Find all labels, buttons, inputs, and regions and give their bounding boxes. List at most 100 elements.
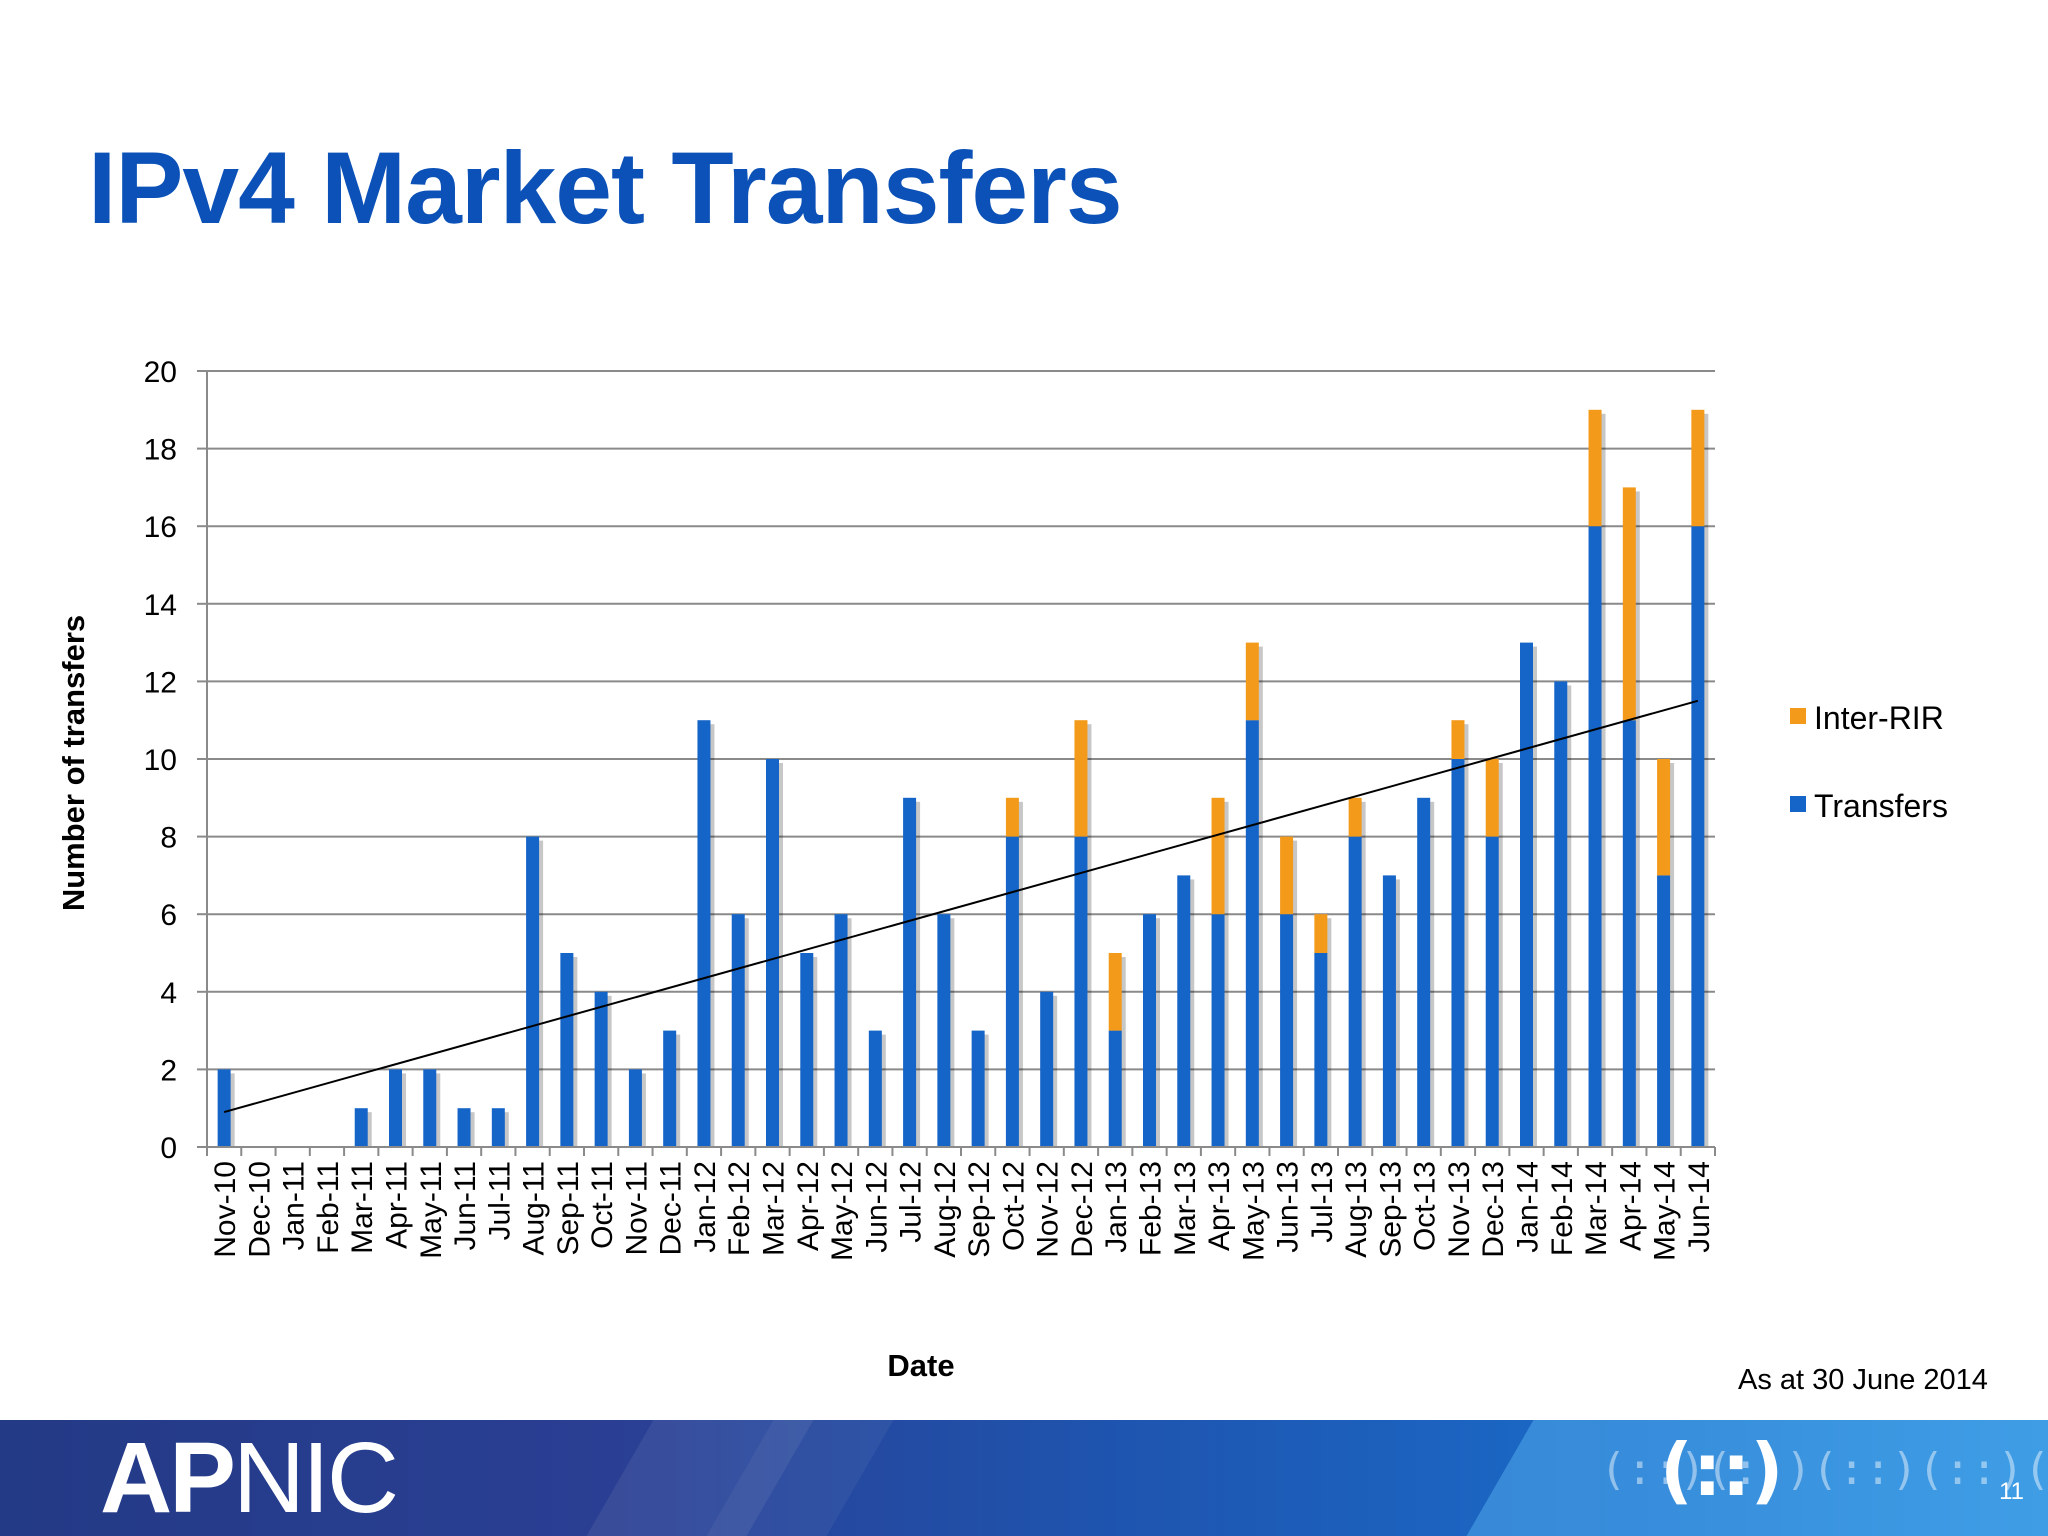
bar-inter-rir-Aug-13 — [1348, 797, 1362, 837]
y-tick-label: 8 — [160, 822, 177, 855]
x-tick-label: Aug-12 — [929, 1161, 962, 1258]
bar-transfers-Apr-12 — [800, 953, 814, 1147]
x-tick-label: Jun-12 — [860, 1161, 893, 1253]
x-tick-label: Jun-14 — [1683, 1161, 1716, 1253]
bar-transfers-Nov-10 — [217, 1069, 231, 1147]
footer-bar: APNIC (::)(::)(::)(::)(::) (::) 11 — [0, 1420, 2048, 1536]
y-tick-label: 6 — [160, 899, 177, 932]
x-tick-label: Apr-12 — [792, 1161, 825, 1251]
bar-transfers-Nov-11 — [628, 1069, 642, 1147]
bar-transfers-May-11 — [423, 1069, 437, 1147]
x-tick-label: Dec-13 — [1477, 1161, 1510, 1258]
legend-swatch — [1790, 796, 1806, 812]
bar-transfers-Feb-12 — [731, 914, 745, 1147]
as-at-note: As at 30 June 2014 — [1738, 1364, 1988, 1396]
x-tick-label: Dec-10 — [243, 1161, 276, 1258]
x-tick-label: Jan-13 — [1100, 1161, 1133, 1253]
legend-swatch — [1790, 708, 1806, 724]
bar-transfers-Jan-14 — [1520, 642, 1533, 1147]
x-tick-label: Jun-13 — [1272, 1161, 1305, 1253]
x-tick-label: Nov-11 — [620, 1161, 653, 1255]
x-tick-label: Jan-11 — [278, 1161, 311, 1251]
bar-inter-rir-Dec-12 — [1074, 720, 1088, 837]
x-tick-label: Mar-11 — [346, 1161, 379, 1254]
bar-transfers-Jun-11 — [457, 1108, 471, 1147]
y-tick-label: 0 — [160, 1132, 177, 1165]
x-tick-label: Jul-11 — [483, 1161, 516, 1240]
y-tick-label: 18 — [144, 434, 177, 467]
x-tick-label: Nov-10 — [209, 1161, 242, 1258]
bar-transfers-Oct-12 — [1005, 836, 1019, 1147]
x-tick-label: Nov-13 — [1443, 1161, 1476, 1258]
bar-transfers-Jun-13 — [1280, 914, 1294, 1147]
x-tick-label: Apr-14 — [1614, 1161, 1647, 1251]
x-tick-label: Jun-11 — [449, 1161, 482, 1251]
bar-transfers-Jul-11 — [491, 1108, 505, 1147]
x-tick-label: Sep-11 — [552, 1161, 585, 1256]
x-tick-label: May-13 — [1237, 1161, 1270, 1261]
bar-inter-rir-Apr-14 — [1622, 487, 1636, 721]
page-number: 11 — [1999, 1478, 2024, 1505]
x-tick-label: Dec-11 — [655, 1161, 688, 1255]
chart-area: 0 2 4 6 8 10 12 14 16 18 20 Nov-10 Dec-10 Jan-11 Feb-1… — [56, 356, 1948, 1383]
bar-transfers-Aug-11 — [526, 836, 540, 1147]
trendline — [223, 699, 1699, 1114]
legend-label: Transfers — [1814, 788, 1948, 824]
bar-transfers-Jan-13 — [1108, 1030, 1122, 1147]
bar-transfers-Mar-14 — [1588, 526, 1602, 1147]
bar-inter-rir-Nov-13 — [1451, 720, 1465, 759]
x-tick-label: Jul-13 — [1306, 1161, 1339, 1243]
bar-transfers-Mar-12 — [766, 759, 779, 1147]
bar-transfers-Apr-13 — [1211, 914, 1225, 1147]
apnic-logo: APNIC — [100, 1422, 399, 1534]
x-tick-label: Apr-11 — [381, 1161, 414, 1249]
bar-transfers-Apr-11 — [389, 1069, 402, 1147]
x-tick-label: Aug-11 — [518, 1161, 551, 1256]
bar-transfers-May-13 — [1245, 720, 1259, 1147]
x-tick-label: Aug-13 — [1340, 1161, 1373, 1258]
x-tick-label: Sep-12 — [963, 1161, 996, 1258]
bar-transfers-Mar-13 — [1177, 875, 1191, 1147]
bar-transfers-Aug-12 — [937, 914, 951, 1147]
y-axis-title: Number of transfers — [56, 615, 91, 911]
y-tick-label: 10 — [144, 744, 177, 777]
x-tick-label: Dec-12 — [1066, 1161, 1099, 1258]
bar-transfers-Oct-13 — [1417, 797, 1431, 1147]
bar-transfers-May-14 — [1657, 875, 1671, 1147]
x-tick-label: May-11 — [415, 1161, 448, 1259]
x-tick-label: Feb-11 — [312, 1161, 345, 1254]
bar-transfers-Jun-14 — [1691, 526, 1705, 1147]
bar-transfers-Jul-13 — [1314, 953, 1328, 1147]
bar-transfers-Feb-14 — [1554, 681, 1568, 1147]
bar-transfers-Feb-13 — [1143, 914, 1156, 1147]
x-axis-title: Date — [887, 1348, 954, 1383]
y-tick-label: 20 — [144, 356, 177, 389]
bar-transfers-Jun-12 — [868, 1030, 882, 1147]
x-tick-label: May-14 — [1649, 1161, 1682, 1261]
bar-transfers-Dec-13 — [1485, 836, 1499, 1147]
x-tick-label: Feb-12 — [723, 1161, 756, 1256]
y-tick-label: 12 — [144, 666, 177, 699]
bar-transfers-Sep-13 — [1382, 875, 1396, 1147]
slide-title: IPv4 Market Transfers — [88, 131, 1123, 245]
bar-inter-rir-Jul-13 — [1314, 914, 1328, 953]
bar-transfers-Dec-11 — [663, 1030, 677, 1147]
bar-transfers-Oct-11 — [594, 991, 608, 1147]
bar-transfers-May-12 — [834, 914, 848, 1147]
x-tick-label: Oct-11 — [586, 1161, 619, 1249]
x-tick-label: Jan-12 — [689, 1161, 722, 1253]
bar-transfers-Jan-12 — [697, 720, 711, 1147]
bar-transfers-Nov-13 — [1451, 759, 1465, 1147]
x-tick-label: Feb-14 — [1546, 1161, 1579, 1256]
bar-transfers-Sep-11 — [560, 953, 574, 1147]
legend-label: Inter-RIR — [1814, 700, 1944, 736]
x-tick-label: May-12 — [826, 1161, 859, 1261]
x-tick-label: Oct-12 — [997, 1161, 1030, 1251]
y-tick-label: 14 — [144, 589, 177, 622]
x-tick-label: Mar-13 — [1169, 1161, 1202, 1256]
bar-inter-rir-May-13 — [1245, 642, 1259, 721]
bar-inter-rir-Oct-12 — [1005, 797, 1019, 837]
bar-inter-rir-Jun-13 — [1280, 836, 1294, 915]
bar-inter-rir-Apr-13 — [1211, 797, 1225, 915]
